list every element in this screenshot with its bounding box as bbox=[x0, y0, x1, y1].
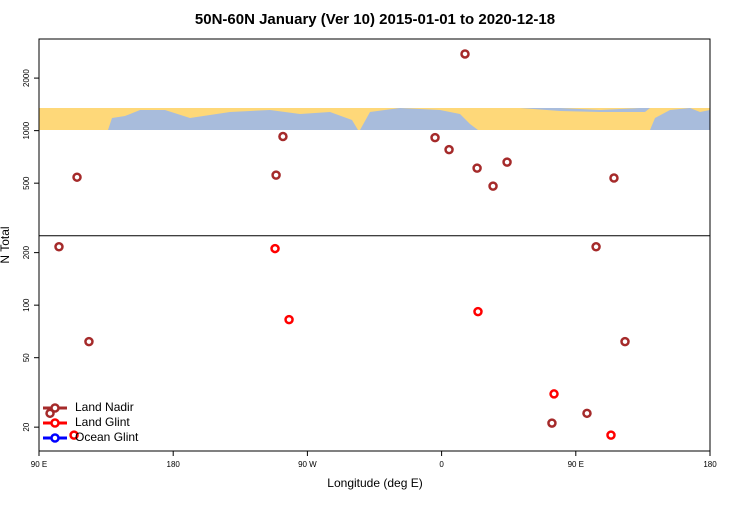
point bbox=[84, 336, 94, 347]
x-tick-label: 180 bbox=[167, 460, 181, 469]
point bbox=[54, 242, 64, 252]
point bbox=[271, 170, 281, 180]
x-tick-label: 0 bbox=[439, 460, 444, 469]
y-tick-label: 50 bbox=[22, 353, 31, 362]
point bbox=[473, 306, 483, 317]
point bbox=[460, 49, 470, 59]
y-axis-label: N Total bbox=[0, 226, 12, 263]
legend-label: Land Nadir bbox=[75, 400, 134, 414]
y-tick-label: 20 bbox=[22, 422, 31, 431]
legend-label: Ocean Glint bbox=[75, 430, 139, 444]
x-axis-label: Longitude (deg E) bbox=[327, 476, 422, 490]
point bbox=[278, 131, 288, 142]
x-tick-label: 90 E bbox=[568, 460, 584, 469]
point bbox=[45, 408, 55, 419]
legend-label: Land Glint bbox=[75, 415, 130, 429]
point bbox=[72, 172, 82, 182]
y-tick-label: 500 bbox=[22, 176, 31, 190]
point bbox=[609, 173, 619, 183]
x-tick-label: 90 E bbox=[31, 460, 47, 469]
point bbox=[591, 242, 601, 252]
y-tick-label: 100 bbox=[22, 298, 31, 312]
point bbox=[444, 144, 454, 155]
point bbox=[488, 181, 498, 191]
point bbox=[284, 314, 294, 325]
point bbox=[69, 430, 79, 440]
x-tick-label: 90 W bbox=[298, 460, 317, 469]
point bbox=[582, 408, 592, 419]
legend-marker bbox=[50, 433, 60, 443]
legend-marker bbox=[50, 418, 60, 428]
y-tick-label: 1000 bbox=[22, 121, 31, 139]
point bbox=[472, 163, 482, 173]
point bbox=[430, 132, 440, 143]
point bbox=[270, 243, 280, 254]
legend-marker bbox=[50, 403, 60, 413]
y-tick-label: 2000 bbox=[22, 69, 31, 87]
y-tick-label: 200 bbox=[22, 245, 31, 259]
x-tick-label: 180 bbox=[703, 460, 717, 469]
point bbox=[606, 430, 616, 440]
point bbox=[502, 157, 512, 167]
point bbox=[547, 418, 557, 428]
plot-frame bbox=[38, 38, 711, 452]
point bbox=[620, 336, 630, 347]
chart-title: 50N-60N January (Ver 10) 2015-01-01 to 2… bbox=[195, 11, 555, 28]
map-strip bbox=[39, 108, 710, 130]
point bbox=[549, 389, 559, 399]
